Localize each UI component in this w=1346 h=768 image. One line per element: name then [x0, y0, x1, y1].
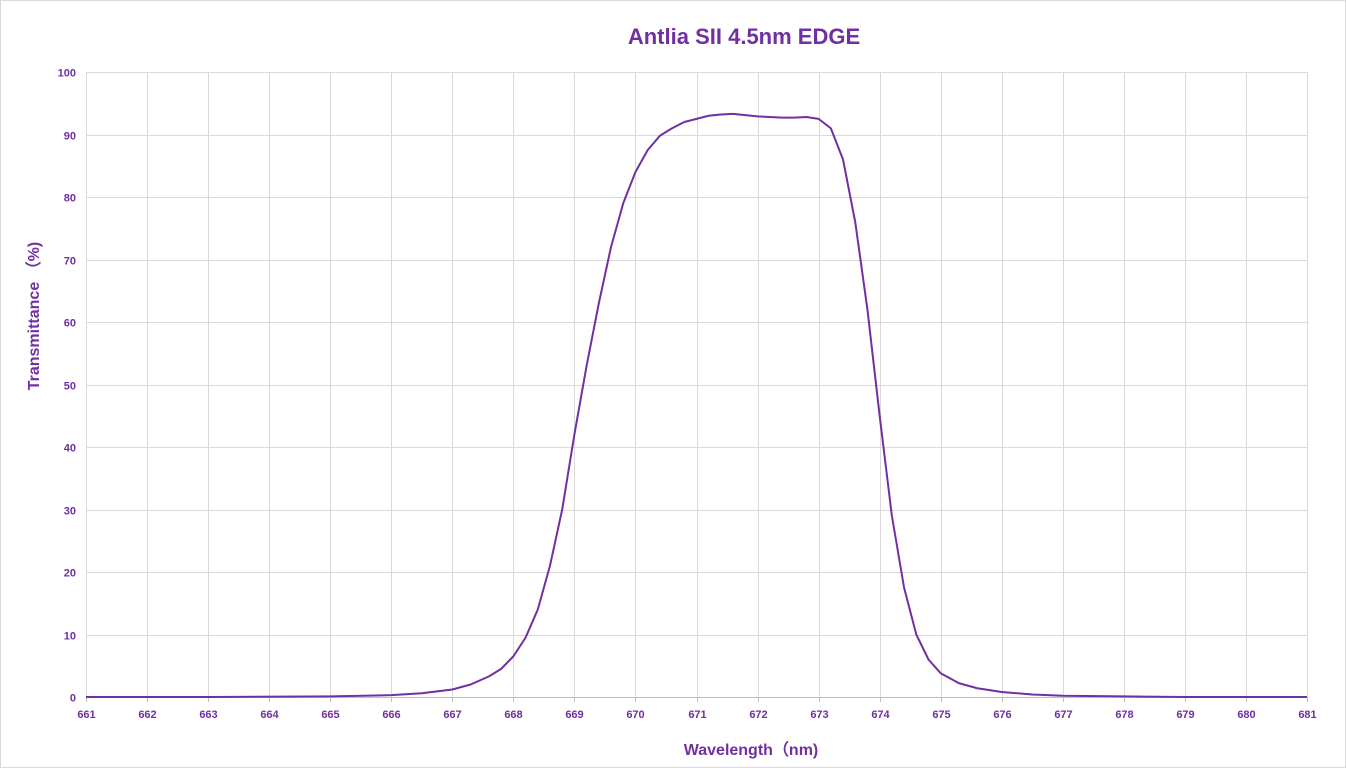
- chart-title: Antlia SII 4.5nm EDGE: [627, 24, 861, 49]
- x-tick-label: 664: [260, 709, 279, 721]
- y-tick-label: 100: [58, 68, 76, 80]
- x-tick-label: 662: [138, 709, 156, 721]
- transmittance-curve: [86, 112, 1307, 698]
- x-tick-label: 674: [871, 709, 890, 721]
- x-tick-label: 661: [77, 709, 95, 721]
- x-tick-label: 663: [199, 709, 217, 721]
- x-tick-label: 678: [1115, 709, 1133, 721]
- x-tick-label: 673: [810, 709, 828, 721]
- y-tick-label: 70: [64, 256, 76, 268]
- x-tick-label: 681: [1298, 709, 1316, 721]
- y-tick-label: 20: [64, 568, 76, 580]
- x-tick-label: 666: [382, 709, 400, 721]
- y-tick-label: 0: [70, 693, 76, 705]
- x-axis-title: Wavelength（nm): [683, 742, 819, 759]
- x-tick-label: 677: [1054, 709, 1072, 721]
- y-tick-label: 50: [64, 381, 76, 393]
- x-tick-label: 679: [1176, 709, 1194, 721]
- y-axis-title: Transmittance （%): [26, 241, 43, 391]
- x-tick-label: 675: [932, 709, 950, 721]
- x-tick-label: 672: [749, 709, 767, 721]
- x-tick-label: 667: [443, 709, 461, 721]
- y-tick-label: 60: [64, 318, 76, 330]
- x-tick-label: 669: [565, 709, 583, 721]
- x-tick-label: 676: [993, 709, 1011, 721]
- y-tick-label: 40: [64, 443, 76, 455]
- y-tick-labels: 0 10 20 30 40 50 60 70 80 90 100: [58, 68, 76, 705]
- x-tick-label: 680: [1237, 709, 1255, 721]
- y-tick-label: 10: [64, 631, 76, 643]
- y-tick-label: 30: [64, 506, 76, 518]
- x-tick-labels: 661 662 663 664 665 666 667 668 669 670 671 672 673 6…: [77, 709, 1316, 721]
- y-tick-label: 80: [64, 193, 76, 205]
- grid-lines: [86, 72, 1308, 702]
- y-tick-label: 90: [64, 131, 76, 143]
- x-tick-label: 670: [626, 709, 644, 721]
- x-tick-label: 668: [504, 709, 522, 721]
- x-tick-label: 671: [688, 709, 706, 721]
- x-tick-label: 665: [321, 709, 339, 721]
